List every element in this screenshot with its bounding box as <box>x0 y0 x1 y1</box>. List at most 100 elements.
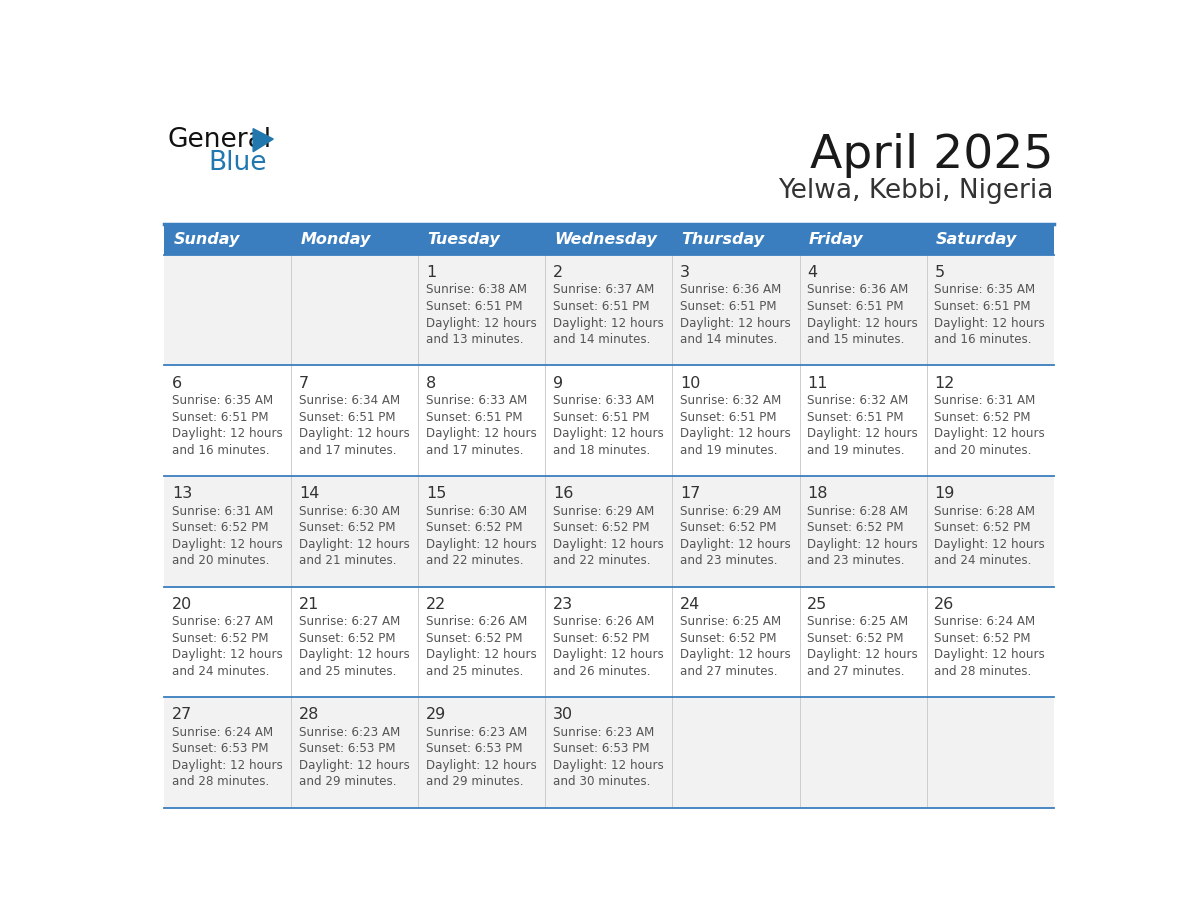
Text: 11: 11 <box>808 375 828 390</box>
Text: and 20 minutes.: and 20 minutes. <box>172 554 270 567</box>
Text: Daylight: 12 hours: Daylight: 12 hours <box>299 538 410 551</box>
Bar <box>418 224 545 255</box>
Text: Sunrise: 6:36 AM: Sunrise: 6:36 AM <box>681 284 782 297</box>
Text: Sunrise: 6:35 AM: Sunrise: 6:35 AM <box>172 394 273 407</box>
Text: and 25 minutes.: and 25 minutes. <box>299 665 397 677</box>
Text: Daylight: 12 hours: Daylight: 12 hours <box>681 648 791 661</box>
Polygon shape <box>253 129 273 151</box>
Text: and 19 minutes.: and 19 minutes. <box>808 443 905 456</box>
Text: Sunset: 6:51 PM: Sunset: 6:51 PM <box>299 410 396 423</box>
Text: Saturday: Saturday <box>936 232 1017 247</box>
Bar <box>164 365 1054 476</box>
Text: Sunrise: 6:27 AM: Sunrise: 6:27 AM <box>172 615 273 628</box>
Text: Sunset: 6:52 PM: Sunset: 6:52 PM <box>554 521 650 534</box>
Text: Sunrise: 6:28 AM: Sunrise: 6:28 AM <box>934 505 1036 518</box>
Text: Daylight: 12 hours: Daylight: 12 hours <box>934 427 1045 440</box>
Text: 21: 21 <box>299 597 320 611</box>
Text: Blue: Blue <box>208 151 266 176</box>
Text: 30: 30 <box>554 707 573 722</box>
Text: and 14 minutes.: and 14 minutes. <box>554 333 650 346</box>
Text: 12: 12 <box>934 375 955 390</box>
Bar <box>164 476 1054 587</box>
Text: Sunset: 6:51 PM: Sunset: 6:51 PM <box>426 300 523 313</box>
Text: Sunrise: 6:33 AM: Sunrise: 6:33 AM <box>554 394 655 407</box>
Text: and 16 minutes.: and 16 minutes. <box>934 333 1032 346</box>
Text: Friday: Friday <box>809 232 864 247</box>
Text: Daylight: 12 hours: Daylight: 12 hours <box>426 759 537 772</box>
Text: Daylight: 12 hours: Daylight: 12 hours <box>808 317 918 330</box>
Text: 17: 17 <box>681 486 701 501</box>
Text: Sunrise: 6:24 AM: Sunrise: 6:24 AM <box>934 615 1036 628</box>
Text: Daylight: 12 hours: Daylight: 12 hours <box>299 759 410 772</box>
Bar <box>164 255 1054 365</box>
Text: Daylight: 12 hours: Daylight: 12 hours <box>808 427 918 440</box>
Text: and 29 minutes.: and 29 minutes. <box>299 776 397 789</box>
Text: 4: 4 <box>808 265 817 280</box>
Bar <box>164 224 291 255</box>
Text: Daylight: 12 hours: Daylight: 12 hours <box>172 759 283 772</box>
Bar <box>164 587 1054 697</box>
Text: Sunrise: 6:30 AM: Sunrise: 6:30 AM <box>426 505 527 518</box>
Text: Sunset: 6:51 PM: Sunset: 6:51 PM <box>681 300 777 313</box>
Text: and 27 minutes.: and 27 minutes. <box>681 665 778 677</box>
Text: Sunset: 6:52 PM: Sunset: 6:52 PM <box>554 632 650 644</box>
Text: 7: 7 <box>299 375 309 390</box>
Text: Sunset: 6:53 PM: Sunset: 6:53 PM <box>172 743 268 756</box>
Text: Sunrise: 6:38 AM: Sunrise: 6:38 AM <box>426 284 527 297</box>
Text: and 28 minutes.: and 28 minutes. <box>172 776 268 789</box>
Text: and 27 minutes.: and 27 minutes. <box>808 665 905 677</box>
Text: Sunset: 6:52 PM: Sunset: 6:52 PM <box>426 521 523 534</box>
Text: Sunrise: 6:23 AM: Sunrise: 6:23 AM <box>426 726 527 739</box>
Text: 20: 20 <box>172 597 192 611</box>
Text: Daylight: 12 hours: Daylight: 12 hours <box>426 427 537 440</box>
Text: Daylight: 12 hours: Daylight: 12 hours <box>299 427 410 440</box>
Text: Sunset: 6:52 PM: Sunset: 6:52 PM <box>426 632 523 644</box>
Text: Sunrise: 6:28 AM: Sunrise: 6:28 AM <box>808 505 909 518</box>
Bar <box>800 224 927 255</box>
Text: Sunrise: 6:35 AM: Sunrise: 6:35 AM <box>934 284 1036 297</box>
Text: 10: 10 <box>681 375 701 390</box>
Text: Sunrise: 6:29 AM: Sunrise: 6:29 AM <box>554 505 655 518</box>
Text: Daylight: 12 hours: Daylight: 12 hours <box>554 317 664 330</box>
Text: 1: 1 <box>426 265 436 280</box>
Text: 14: 14 <box>299 486 320 501</box>
Text: and 21 minutes.: and 21 minutes. <box>299 554 397 567</box>
Text: 13: 13 <box>172 486 192 501</box>
Text: Daylight: 12 hours: Daylight: 12 hours <box>934 317 1045 330</box>
Text: Daylight: 12 hours: Daylight: 12 hours <box>554 538 664 551</box>
Text: and 20 minutes.: and 20 minutes. <box>934 443 1031 456</box>
Text: and 25 minutes.: and 25 minutes. <box>426 665 524 677</box>
Text: Sunset: 6:52 PM: Sunset: 6:52 PM <box>172 521 268 534</box>
Text: Sunrise: 6:23 AM: Sunrise: 6:23 AM <box>554 726 655 739</box>
Text: and 26 minutes.: and 26 minutes. <box>554 665 651 677</box>
Text: and 24 minutes.: and 24 minutes. <box>934 554 1031 567</box>
Text: Sunset: 6:51 PM: Sunset: 6:51 PM <box>934 300 1031 313</box>
Text: 5: 5 <box>934 265 944 280</box>
Text: 8: 8 <box>426 375 436 390</box>
Text: 25: 25 <box>808 597 828 611</box>
Text: General: General <box>168 127 272 153</box>
Text: Sunset: 6:51 PM: Sunset: 6:51 PM <box>554 410 650 423</box>
Text: Sunset: 6:52 PM: Sunset: 6:52 PM <box>934 632 1031 644</box>
Text: Daylight: 12 hours: Daylight: 12 hours <box>426 538 537 551</box>
Text: Sunset: 6:52 PM: Sunset: 6:52 PM <box>299 521 396 534</box>
Text: Daylight: 12 hours: Daylight: 12 hours <box>681 317 791 330</box>
Text: and 24 minutes.: and 24 minutes. <box>172 665 270 677</box>
Text: 26: 26 <box>934 597 955 611</box>
Text: and 13 minutes.: and 13 minutes. <box>426 333 524 346</box>
Text: and 16 minutes.: and 16 minutes. <box>172 443 270 456</box>
Text: Sunset: 6:51 PM: Sunset: 6:51 PM <box>808 410 904 423</box>
Text: Sunset: 6:51 PM: Sunset: 6:51 PM <box>808 300 904 313</box>
Text: and 29 minutes.: and 29 minutes. <box>426 776 524 789</box>
Bar <box>291 224 418 255</box>
Text: Sunset: 6:53 PM: Sunset: 6:53 PM <box>426 743 523 756</box>
Text: Sunset: 6:52 PM: Sunset: 6:52 PM <box>172 632 268 644</box>
Text: and 22 minutes.: and 22 minutes. <box>426 554 524 567</box>
Text: and 15 minutes.: and 15 minutes. <box>808 333 904 346</box>
Text: Daylight: 12 hours: Daylight: 12 hours <box>554 427 664 440</box>
Text: Sunset: 6:52 PM: Sunset: 6:52 PM <box>934 521 1031 534</box>
Text: Monday: Monday <box>301 232 371 247</box>
Text: Daylight: 12 hours: Daylight: 12 hours <box>426 317 537 330</box>
Text: and 19 minutes.: and 19 minutes. <box>681 443 778 456</box>
Text: Sunrise: 6:36 AM: Sunrise: 6:36 AM <box>808 284 909 297</box>
